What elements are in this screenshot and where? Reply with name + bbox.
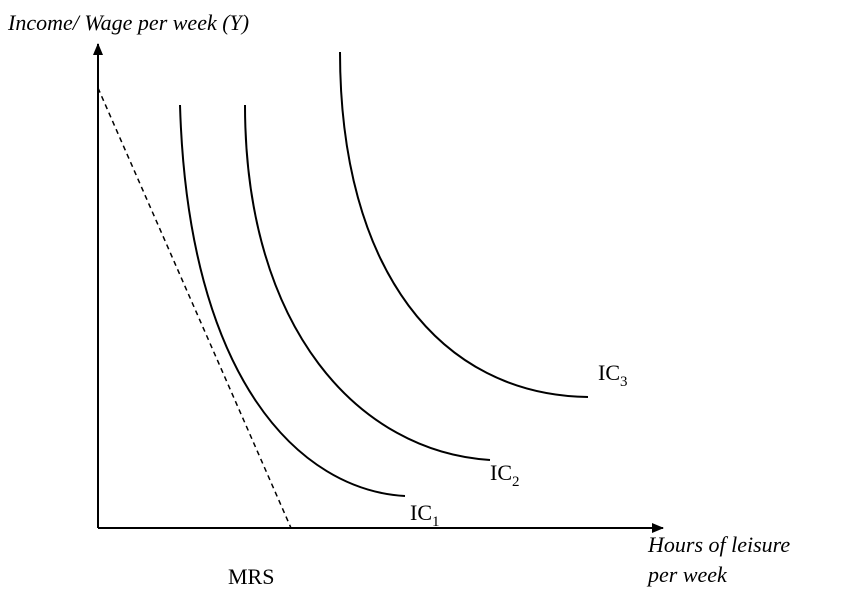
mrs-line	[97, 87, 292, 529]
subscript: 3	[620, 374, 628, 390]
x-axis-label: per week	[646, 562, 728, 587]
x-axis-label: Hours of leisure	[647, 532, 790, 557]
label: IC	[598, 360, 620, 385]
y-axis-label: Income/ Wage per week (Y)	[7, 10, 249, 35]
subscript: 2	[512, 474, 520, 490]
ic1-label: IC1	[410, 500, 440, 530]
label: IC	[490, 460, 512, 485]
ic1-curve	[179, 104, 406, 497]
ic2-label: IC2	[490, 460, 520, 490]
subscript: 1	[432, 514, 440, 530]
ic3-label: IC3	[598, 360, 628, 390]
ic3-curve	[339, 51, 589, 398]
ic2-curve	[244, 104, 491, 461]
mrs-label: MRS	[228, 564, 274, 589]
label: IC	[410, 500, 432, 525]
